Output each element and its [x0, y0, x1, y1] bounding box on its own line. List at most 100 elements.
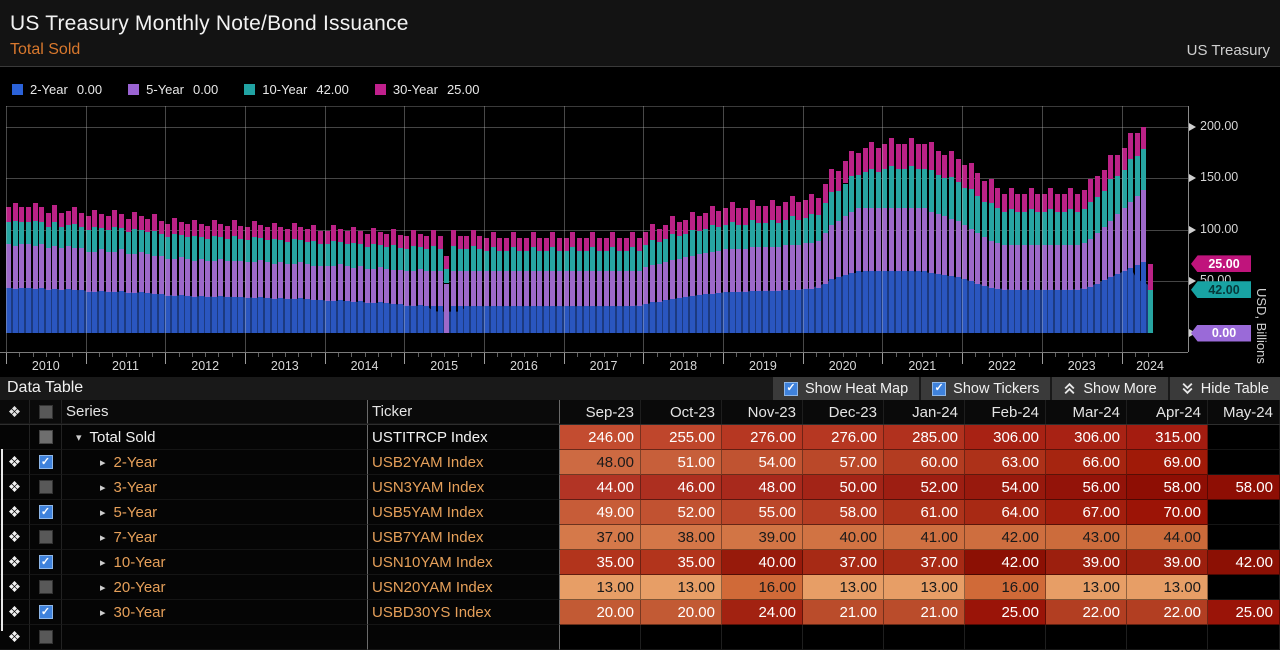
series-checkbox[interactable]	[38, 630, 53, 644]
heat-cell[interactable]: 21.00	[884, 600, 965, 625]
expand-arrow-icon[interactable]: ▸	[100, 481, 106, 494]
series-name-cell[interactable]: ▸ 7-Year	[62, 525, 368, 550]
heat-cell[interactable]: 39.00	[1127, 550, 1208, 575]
heat-cell[interactable]: 70.00	[1127, 500, 1208, 525]
heat-cell[interactable]: 46.00	[641, 475, 722, 500]
heat-cell[interactable]: 13.00	[1046, 575, 1127, 600]
heat-map-checkbox[interactable]: ✓	[783, 381, 798, 396]
expand-arrow-icon[interactable]: ▸	[100, 556, 106, 569]
heat-cell[interactable]: 255.00	[641, 425, 722, 450]
heat-cell[interactable]: 20.00	[641, 600, 722, 625]
heat-cell[interactable]: 35.00	[641, 550, 722, 575]
move-diamond-icon[interactable]: ❖	[0, 575, 30, 600]
series-name-cell[interactable]: ▸ 20-Year	[62, 575, 368, 600]
show-heat-map-button[interactable]: ✓ Show Heat Map	[772, 377, 920, 400]
heat-cell[interactable]: 42.00	[1208, 550, 1280, 575]
heat-cell[interactable]: 16.00	[722, 575, 803, 600]
heat-cell[interactable]: 64.00	[965, 500, 1046, 525]
heat-cell[interactable]: 54.00	[722, 450, 803, 475]
heat-cell[interactable]: 22.00	[1127, 600, 1208, 625]
heat-cell[interactable]: 66.00	[1046, 450, 1127, 475]
heat-cell[interactable]: 306.00	[1046, 425, 1127, 450]
move-diamond-icon[interactable]: ❖	[0, 625, 30, 650]
heat-cell[interactable]: 44.00	[1127, 525, 1208, 550]
heat-cell[interactable]: 276.00	[803, 425, 884, 450]
expand-arrow-icon[interactable]: ▸	[100, 606, 106, 619]
series-checkbox[interactable]: ✓	[38, 555, 53, 569]
series-name-cell[interactable]: ▾ Total Sold	[62, 425, 368, 450]
select-all-checkbox[interactable]	[38, 404, 53, 419]
series-checkbox[interactable]	[38, 430, 53, 444]
heat-cell[interactable]	[1208, 450, 1280, 475]
series-checkbox[interactable]	[38, 580, 53, 594]
heat-cell[interactable]	[1208, 525, 1280, 550]
series-name-cell[interactable]: ▸ 30-Year	[62, 600, 368, 625]
heat-cell[interactable]: 61.00	[884, 500, 965, 525]
heat-cell[interactable]: 57.00	[803, 450, 884, 475]
heat-cell[interactable]: 13.00	[884, 575, 965, 600]
heat-cell[interactable]: 25.00	[1208, 600, 1280, 625]
heat-cell[interactable]: 21.00	[803, 600, 884, 625]
heat-cell[interactable]: 13.00	[803, 575, 884, 600]
series-name-cell[interactable]: ▸ 3-Year	[62, 475, 368, 500]
heat-cell[interactable]: 16.00	[965, 575, 1046, 600]
heat-cell[interactable]: 60.00	[884, 450, 965, 475]
heat-cell[interactable]: 40.00	[803, 525, 884, 550]
heat-cell[interactable]: 306.00	[965, 425, 1046, 450]
move-diamond-icon[interactable]: ❖	[0, 500, 30, 525]
heat-cell[interactable]: 24.00	[722, 600, 803, 625]
heat-cell[interactable]	[1208, 425, 1280, 450]
series-checkbox[interactable]: ✓	[38, 605, 53, 619]
heat-cell[interactable]	[1208, 575, 1280, 600]
heat-cell[interactable]: 13.00	[641, 575, 722, 600]
heat-cell[interactable]: 276.00	[722, 425, 803, 450]
heat-cell[interactable]: 63.00	[965, 450, 1046, 475]
heat-cell[interactable]: 25.00	[965, 600, 1046, 625]
move-diamond-icon[interactable]: ❖	[0, 525, 30, 550]
expand-arrow-icon[interactable]: ▸	[100, 531, 106, 544]
heat-cell[interactable]: 39.00	[1046, 550, 1127, 575]
series-checkbox[interactable]	[38, 530, 53, 544]
heat-cell[interactable]: 58.00	[1127, 475, 1208, 500]
move-diamond-icon[interactable]: ❖	[0, 475, 30, 500]
heat-cell[interactable]: 48.00	[560, 450, 641, 475]
series-checkbox[interactable]	[38, 480, 53, 494]
series-checkbox[interactable]: ✓	[38, 455, 53, 469]
series-name-cell[interactable]: ▸ 2-Year	[62, 450, 368, 475]
heat-cell[interactable]: 49.00	[560, 500, 641, 525]
heat-cell[interactable]: 54.00	[965, 475, 1046, 500]
heat-cell[interactable]: 20.00	[560, 600, 641, 625]
heat-cell[interactable]: 37.00	[560, 525, 641, 550]
heat-cell[interactable]: 69.00	[1127, 450, 1208, 475]
heat-cell[interactable]: 58.00	[803, 500, 884, 525]
heat-cell[interactable]: 22.00	[1046, 600, 1127, 625]
series-name-cell[interactable]: ▸ 5-Year	[62, 500, 368, 525]
heat-cell[interactable]: 37.00	[884, 550, 965, 575]
stacked-bar-chart[interactable]: 200.00150.00100.0050.000.0025.0042.000.0…	[0, 106, 1280, 364]
series-name-cell[interactable]: ▸ 10-Year	[62, 550, 368, 575]
heat-cell[interactable]: 58.00	[1208, 475, 1280, 500]
heat-cell[interactable]: 50.00	[803, 475, 884, 500]
heat-cell[interactable]: 52.00	[884, 475, 965, 500]
heat-cell[interactable]: 285.00	[884, 425, 965, 450]
heat-cell[interactable]: 42.00	[965, 525, 1046, 550]
show-more-button[interactable]: Show More	[1052, 377, 1168, 400]
heat-cell[interactable]: 315.00	[1127, 425, 1208, 450]
heat-cell[interactable]: 13.00	[560, 575, 641, 600]
heat-cell[interactable]: 44.00	[560, 475, 641, 500]
expand-arrow-icon[interactable]: ▸	[100, 581, 106, 594]
move-diamond-icon[interactable]: ❖	[0, 550, 30, 575]
heat-cell[interactable]: 52.00	[641, 500, 722, 525]
heat-cell[interactable]: 42.00	[965, 550, 1046, 575]
heat-cell[interactable]: 56.00	[1046, 475, 1127, 500]
heat-cell[interactable]: 67.00	[1046, 500, 1127, 525]
heat-cell[interactable]: 40.00	[722, 550, 803, 575]
expand-arrow-icon[interactable]: ▸	[100, 456, 106, 469]
heat-cell[interactable]: 48.00	[722, 475, 803, 500]
series-checkbox[interactable]: ✓	[38, 505, 53, 519]
heat-cell[interactable]: 246.00	[560, 425, 641, 450]
expand-arrow-icon[interactable]: ▸	[100, 506, 106, 519]
heat-cell[interactable]: 13.00	[1127, 575, 1208, 600]
heat-cell[interactable]	[1208, 500, 1280, 525]
heat-cell[interactable]: 38.00	[641, 525, 722, 550]
